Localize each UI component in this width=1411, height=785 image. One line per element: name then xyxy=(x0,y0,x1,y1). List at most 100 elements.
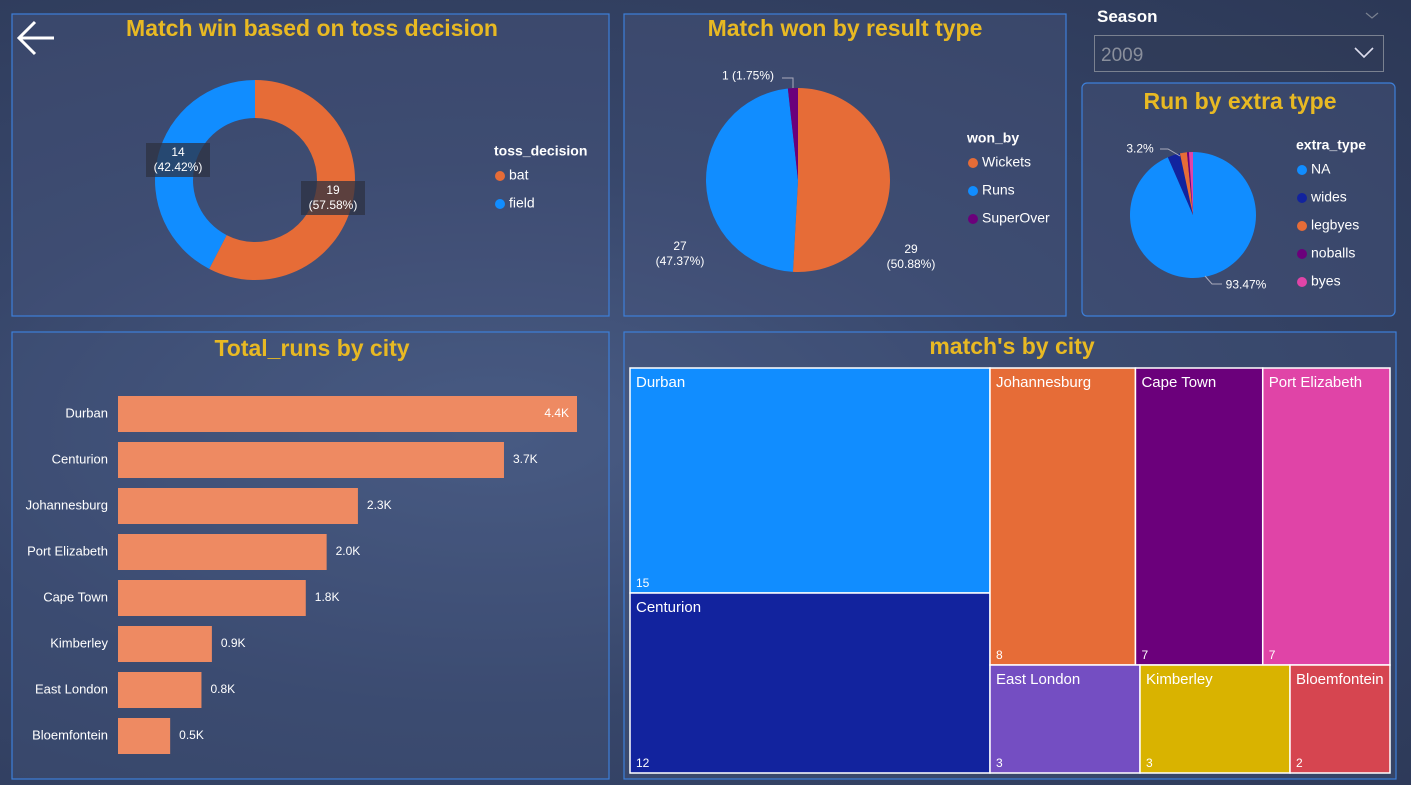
slice xyxy=(792,88,891,272)
legend-marker xyxy=(1297,249,1307,259)
dropdown-chevron[interactable] xyxy=(1354,47,1374,59)
y-tick-label: Johannesburg xyxy=(26,497,108,512)
data-label: 3.7K xyxy=(513,452,538,466)
cell-value: 3 xyxy=(996,756,1003,770)
bar xyxy=(118,442,504,478)
legend-label: NA xyxy=(1311,161,1331,177)
chart-title: Match win based on toss decision xyxy=(126,15,498,41)
data-label: 93.47% xyxy=(1225,277,1267,292)
leader-line xyxy=(1204,275,1222,285)
legend-marker xyxy=(968,158,978,168)
legend-label: SuperOver xyxy=(982,210,1050,226)
slicer-value[interactable]: 2009 xyxy=(1101,45,1144,66)
treemap-cell xyxy=(1289,664,1391,774)
slice xyxy=(787,88,798,180)
y-tick-label: East London xyxy=(35,681,108,696)
data-label: 29 (50.88%) xyxy=(886,242,936,271)
legend-label: wides xyxy=(1310,189,1347,205)
cell-label: Cape Town xyxy=(1141,374,1216,391)
slice xyxy=(1130,152,1256,279)
bar xyxy=(118,488,358,524)
legend-marker xyxy=(495,199,505,209)
treemap-cell xyxy=(629,367,991,594)
cell-value: 15 xyxy=(636,576,650,590)
data-label: 4.4K xyxy=(544,406,569,420)
cell-label: Kimberley xyxy=(1146,671,1213,688)
y-tick-label: Cape Town xyxy=(43,589,108,604)
legend-label: Runs xyxy=(982,182,1015,198)
chart-title: Match won by result type xyxy=(708,15,983,41)
cell-value: 12 xyxy=(636,756,650,770)
bar xyxy=(118,534,327,570)
legend-title: toss_decision xyxy=(494,143,587,159)
slice xyxy=(155,80,255,269)
leader-line xyxy=(782,77,794,88)
bar xyxy=(118,580,306,616)
cell-value: 7 xyxy=(1141,648,1148,662)
chart-title: Run by extra type xyxy=(1144,88,1337,114)
cell-label: East London xyxy=(996,671,1080,688)
legend-title: extra_type xyxy=(1296,137,1366,153)
leader-line xyxy=(1160,148,1181,157)
slicer-dropdown[interactable]: 2009 xyxy=(1094,35,1384,72)
legend-marker xyxy=(1297,165,1307,175)
cell-label: Johannesburg xyxy=(996,374,1091,391)
data-label: 1.8K xyxy=(315,590,340,604)
cell-value: 2 xyxy=(1296,756,1303,770)
cell-label: Bloemfontein xyxy=(1296,671,1384,688)
legend-label: legbyes xyxy=(1311,217,1359,233)
legend-label: noballs xyxy=(1311,245,1355,261)
treemap-cell xyxy=(989,367,1137,666)
legend-marker xyxy=(1297,221,1307,231)
data-label: 3.2% xyxy=(1126,141,1154,156)
data-label: 0.8K xyxy=(210,682,235,696)
treemap-cell xyxy=(1261,367,1391,666)
legend-label: Wickets xyxy=(982,154,1031,170)
bar xyxy=(118,626,212,662)
legend-marker xyxy=(1297,193,1307,203)
data-label: 27 (47.37%) xyxy=(655,239,705,268)
legend-marker xyxy=(495,171,505,181)
legend-marker xyxy=(1297,277,1307,287)
y-tick-label: Port Elizabeth xyxy=(27,543,108,558)
cell-label: Centurion xyxy=(636,599,701,616)
slice xyxy=(1186,152,1193,215)
slice xyxy=(1188,152,1193,215)
cell-label: Durban xyxy=(636,374,685,391)
bar xyxy=(118,396,577,432)
data-label: 2.0K xyxy=(336,544,361,558)
legend-marker xyxy=(968,186,978,196)
back-arrow[interactable] xyxy=(16,20,54,56)
data-label: 1 (1.75%) xyxy=(721,68,775,83)
legend-marker xyxy=(968,214,978,224)
back-button[interactable] xyxy=(16,20,54,56)
panel xyxy=(11,13,610,317)
legend-label: bat xyxy=(509,167,529,183)
legend-label: field xyxy=(509,195,535,211)
treemap-cell xyxy=(629,592,991,774)
cell-value: 3 xyxy=(1146,756,1153,770)
treemap-cell xyxy=(1134,367,1264,666)
y-tick-label: Bloemfontein xyxy=(32,727,108,742)
data-label: 19 (57.58%) xyxy=(301,181,365,215)
bar xyxy=(118,718,171,754)
y-tick-label: Centurion xyxy=(52,451,108,466)
bar xyxy=(118,672,202,708)
chart-title: Total_runs by city xyxy=(214,335,409,361)
data-label: 2.3K xyxy=(367,498,392,512)
slice xyxy=(1167,153,1193,215)
cell-label: Port Elizabeth xyxy=(1269,374,1362,391)
slice xyxy=(1179,152,1193,215)
data-label: 0.5K xyxy=(179,728,204,742)
dropdown-icon[interactable] xyxy=(1095,36,1385,73)
legend-label: byes xyxy=(1311,273,1341,289)
chart-title: match's by city xyxy=(929,333,1094,359)
slicer-chevron xyxy=(1365,12,1379,19)
legend-title: won_by xyxy=(966,130,1019,146)
slice xyxy=(706,88,798,272)
slice xyxy=(209,80,355,280)
data-label: 14 (42.42%) xyxy=(146,143,210,177)
cell-value: 7 xyxy=(1269,648,1276,662)
y-tick-label: Durban xyxy=(65,405,108,420)
